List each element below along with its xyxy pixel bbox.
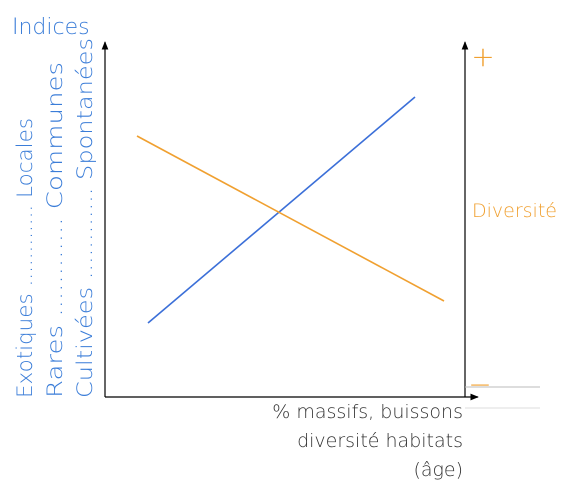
plus-sign: + <box>471 40 494 73</box>
left-label: Rares ............ Communes <box>43 62 67 398</box>
x-label: diversité habitats <box>297 430 463 452</box>
left-label: Exotiques ............ Locales <box>13 118 37 398</box>
diversity-line <box>136 135 445 302</box>
right-label: Diversité <box>472 200 557 222</box>
indices-line <box>147 96 416 324</box>
left-label: Cultivées ............ Spontanées <box>73 38 97 398</box>
x-label: (âge) <box>413 459 463 481</box>
x-label: % massifs, buissons <box>272 401 463 423</box>
minus-sign: − <box>468 368 491 401</box>
title: Indices <box>12 15 90 40</box>
